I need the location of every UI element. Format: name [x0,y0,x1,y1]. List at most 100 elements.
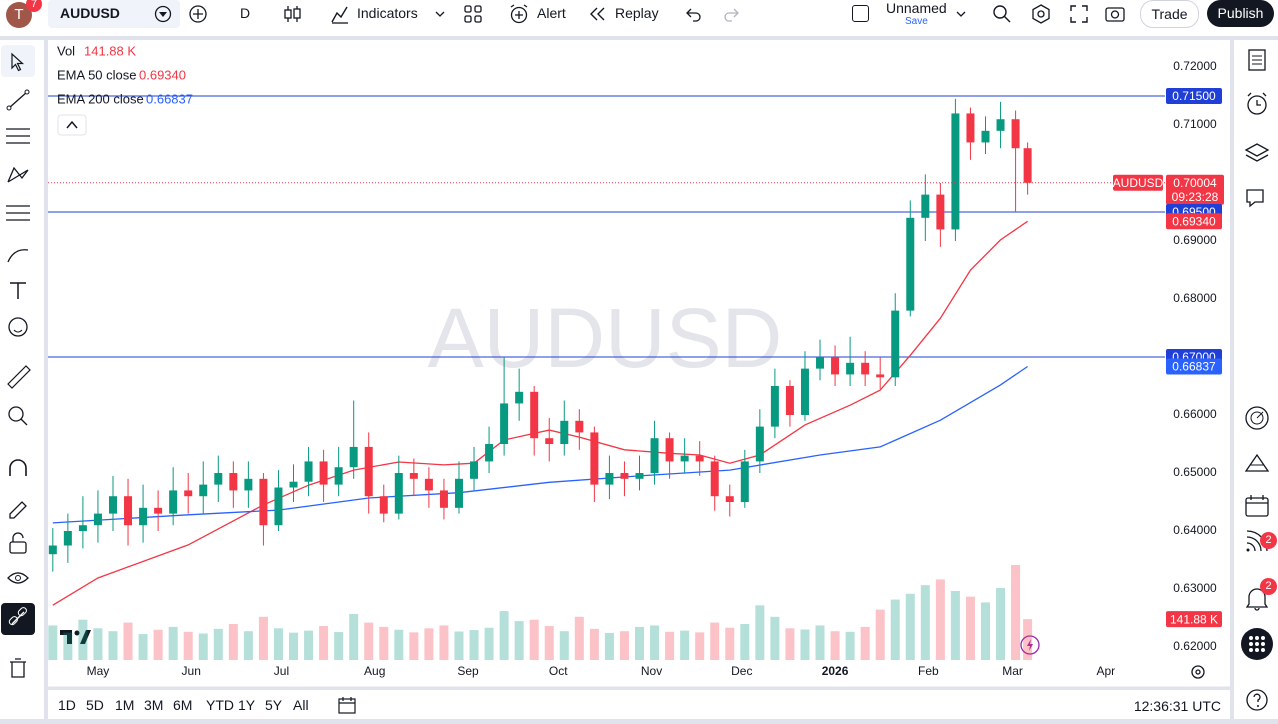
volume-bar [78,619,88,660]
volume-bar [289,632,299,660]
candle-body [394,473,403,514]
candle-body [530,391,539,439]
quick-search-icon[interactable] [990,2,1014,26]
range-button[interactable]: 1M [115,697,135,713]
volume-bar [1011,565,1021,660]
range-button[interactable]: YTD [206,697,234,713]
volume-bar [890,599,900,660]
volume-bar [304,630,314,660]
candle-body [439,490,448,508]
dropdown-icon[interactable] [434,8,446,20]
legend-value: 141.88 K [84,43,136,58]
goto-date-icon[interactable] [337,695,359,715]
layout-checkbox[interactable] [852,5,869,22]
tv-logo [60,630,91,644]
replay-button[interactable]: Replay [615,5,659,21]
interval[interactable]: D [240,5,251,21]
volume-bar [996,588,1006,660]
publish-button[interactable]: Publish [1207,0,1274,27]
trade-button[interactable]: Trade [1140,0,1199,28]
widget-icons[interactable] [1234,40,1278,719]
volume-bar [273,628,283,660]
volume-bar [243,631,253,660]
y-tick-label: 0.64000 [1173,523,1217,537]
range-button[interactable]: All [293,697,309,713]
volume-bar [830,631,840,660]
x-tick-label: Oct [549,664,568,678]
redo-icon [724,8,739,22]
range-button[interactable]: 5Y [265,697,283,713]
indicators-icon[interactable] [329,3,351,25]
indicators-button[interactable]: Indicators [357,5,418,21]
lightning-icon[interactable] [1020,635,1040,655]
chart-type-icon[interactable] [282,3,304,25]
alert-button[interactable]: Alert [537,5,566,21]
countdown: 09:23:28 [1172,190,1219,204]
line-tag-text: 0.71500 [1172,89,1216,103]
range-button[interactable]: 3M [144,697,164,713]
volume-bar [1023,619,1033,660]
volume-bar [860,626,870,660]
symbol-menu-icon[interactable] [153,4,173,24]
volume-bar [349,613,359,660]
y-tick-label: 0.68000 [1173,291,1217,305]
y-tick-label: 0.63000 [1173,581,1217,595]
undo-icon[interactable] [683,4,703,24]
alert-icon[interactable] [507,2,531,26]
replay-icon[interactable] [587,4,607,24]
fullscreen-icon[interactable] [1067,2,1091,26]
line-tag [1166,88,1222,105]
left-toolbar [0,40,44,719]
snapshot-icon[interactable] [1103,2,1127,26]
symbol-search[interactable] [48,0,180,28]
dropdown-icon[interactable] [955,8,967,20]
candle-body [244,478,253,491]
notification-badge: 7 [26,0,42,12]
layouts-icon[interactable] [462,3,484,25]
candle-body [545,438,554,445]
x-tick-label: Nov [641,664,662,678]
range-button[interactable]: 5D [86,697,104,713]
candle-body [831,357,840,375]
y-tick-label: 0.69000 [1173,233,1217,247]
volume-bar [168,626,178,660]
add-symbol-icon[interactable] [188,4,208,24]
settings-icon[interactable] [1191,665,1205,679]
layout-name[interactable]: Unnamed [886,0,947,16]
candle-body [755,426,764,462]
volume-bar [604,632,614,660]
legend-label: EMA 200 close [57,91,144,106]
candle-body [770,386,779,427]
volume-bar [725,627,735,660]
volume-bar [559,631,569,660]
range-button[interactable]: 1D [58,697,76,713]
ema-tag-text: 0.69340 [1172,214,1216,228]
volume-tag [1166,611,1222,628]
x-tick-label: Aug [364,664,385,678]
settings-icon[interactable] [1029,2,1053,26]
candle-body [470,461,479,479]
candle-body [1011,119,1020,149]
candle-body [876,374,885,378]
collapse-button[interactable] [57,114,87,136]
range-button[interactable]: 6M [173,697,193,713]
candle-body [1023,148,1032,183]
save-link[interactable]: Save [905,16,928,27]
volume-bar [514,621,524,660]
drawing-tools[interactable] [0,40,44,719]
volume-bar [574,616,584,660]
candle-body [139,507,148,526]
ema-tag-text: 0.66837 [1172,360,1216,374]
notification-badge: 2 [1260,532,1277,549]
volume-bar [619,631,629,660]
range-button[interactable]: 1Y [238,697,256,713]
candle-body [710,461,719,497]
volume-bar [48,625,58,660]
candle-body [124,496,133,526]
candle-body [289,481,298,488]
volume-bar [379,626,389,660]
volume-bar [965,596,975,660]
collapse-icon [66,120,78,129]
